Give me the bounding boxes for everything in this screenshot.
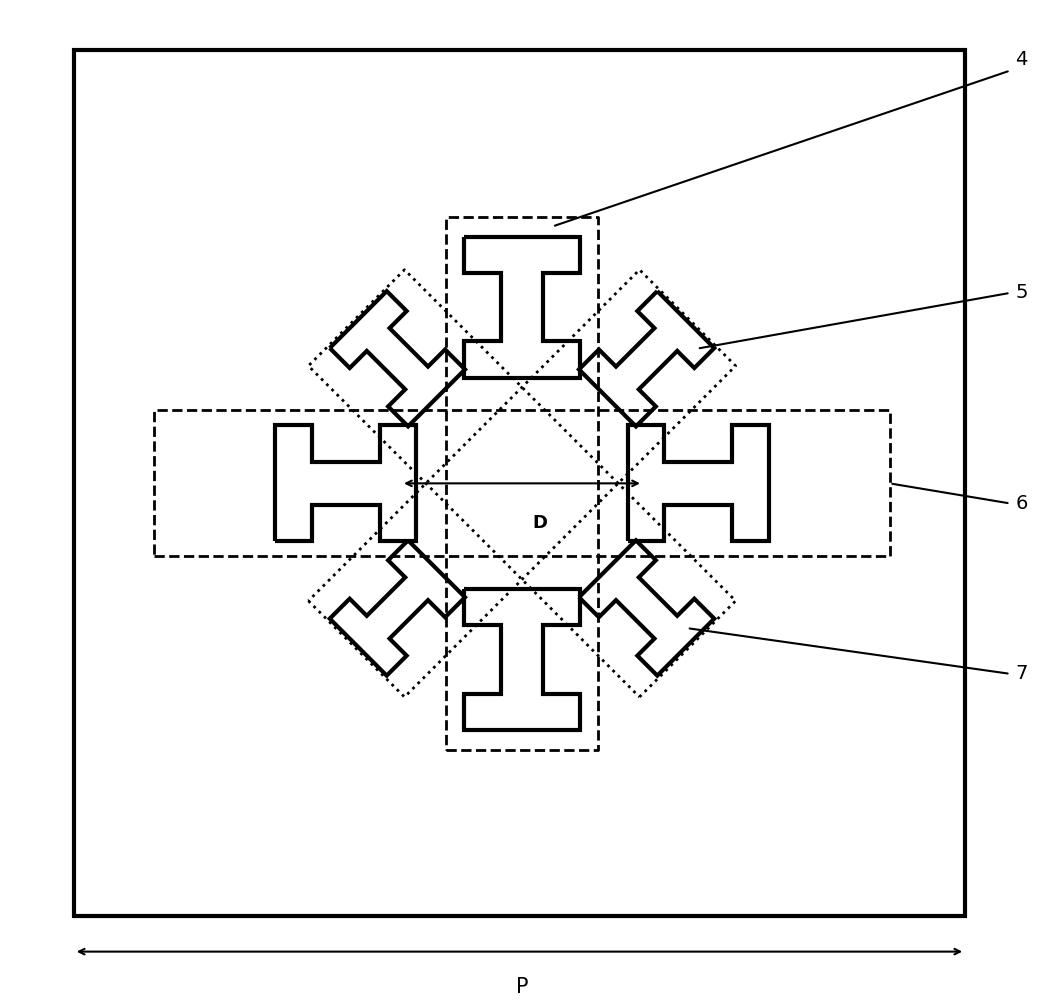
Text: 5: 5 [1016, 283, 1028, 302]
Text: 7: 7 [1016, 665, 1027, 684]
Bar [74, 50, 965, 916]
Text: P: P [516, 977, 528, 997]
Text: D: D [532, 514, 547, 532]
Text: 6: 6 [1016, 494, 1027, 513]
Text: 4: 4 [1016, 50, 1027, 69]
